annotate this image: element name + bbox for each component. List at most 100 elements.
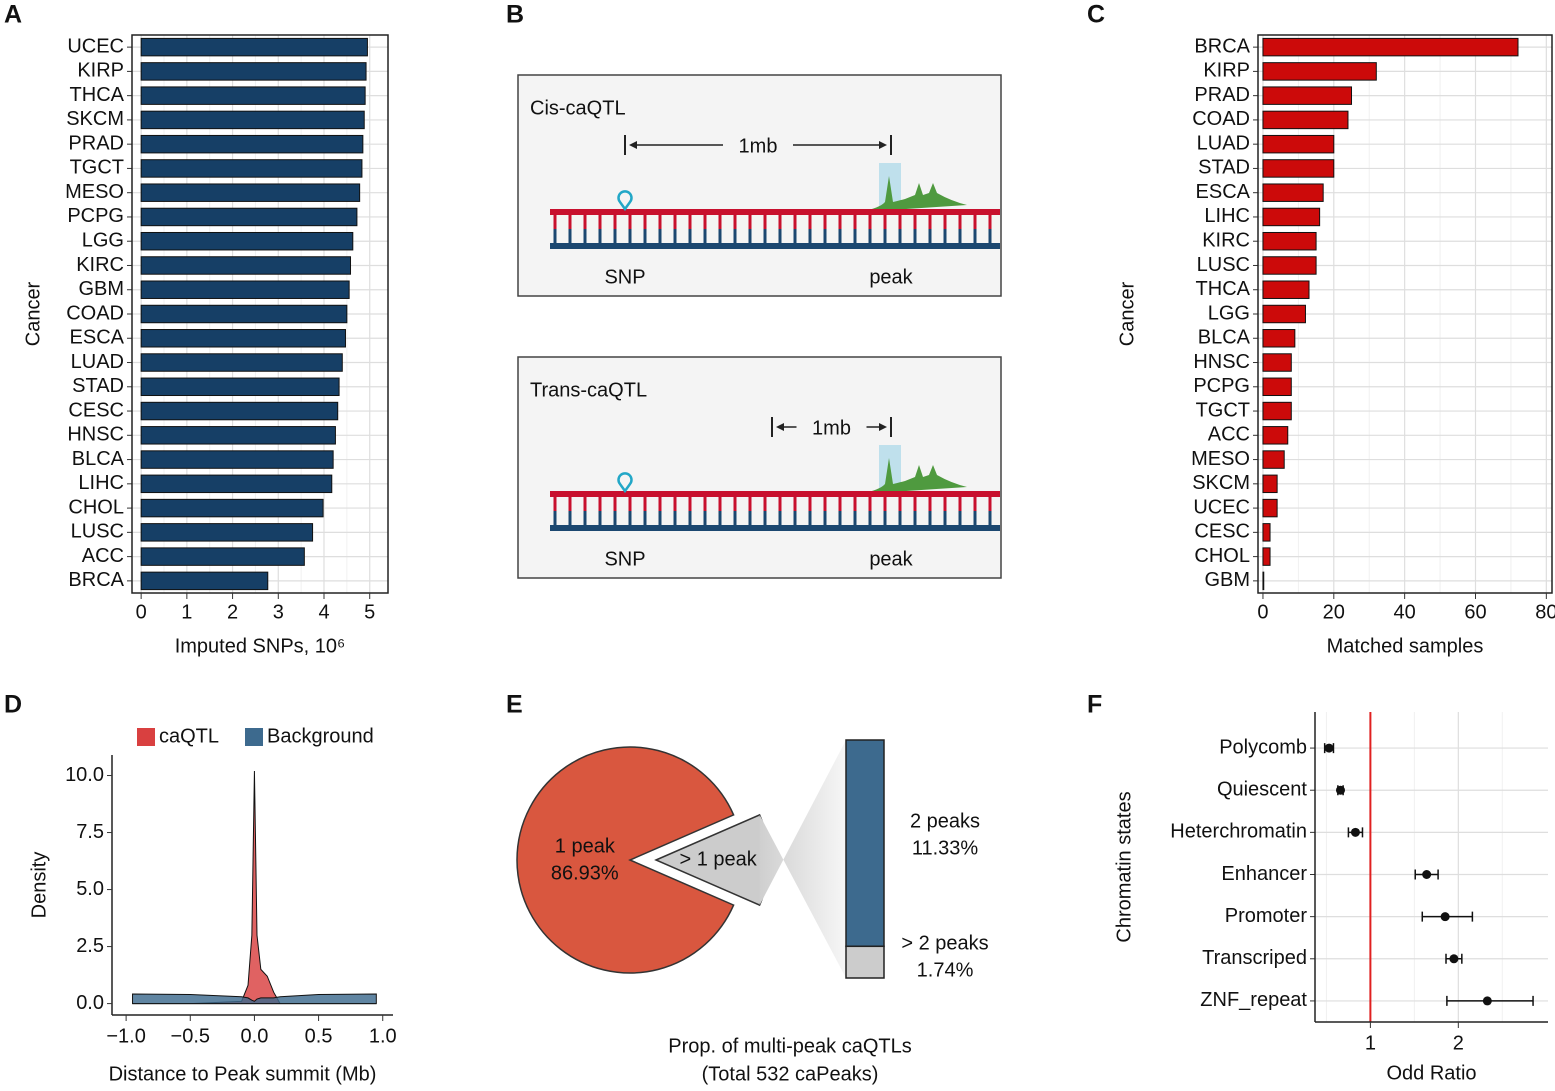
y-tick-label: 7.5	[76, 821, 104, 843]
bar	[1262, 62, 1377, 81]
bar	[1262, 304, 1306, 324]
point	[1335, 785, 1345, 795]
y-tick-label: TGCT	[1196, 399, 1250, 421]
x-tick-label: 3	[273, 601, 284, 623]
bar	[140, 110, 365, 130]
y-tick-label: ZNF_repeat	[1200, 989, 1307, 1011]
bar	[140, 474, 333, 494]
y-tick-label: ESCA	[1196, 181, 1251, 203]
y-tick-label: PCPG	[67, 205, 124, 227]
legend-swatch	[137, 728, 155, 746]
y-tick-label: LIHC	[1204, 205, 1250, 227]
x-tick-label: 2	[227, 601, 238, 623]
slice-label: 1 peak	[555, 835, 616, 857]
x-tick-label: 40	[1394, 601, 1416, 623]
y-tick-label: MESO	[65, 181, 124, 203]
x-tick-label: 1.0	[369, 1025, 397, 1047]
bar	[1262, 426, 1289, 445]
panel-label: C	[1087, 1, 1105, 29]
diagram-box	[517, 356, 1002, 579]
x-tick-label: −0.5	[171, 1025, 210, 1047]
bar	[1262, 571, 1265, 591]
x-tick-label: 60	[1464, 601, 1486, 623]
panel-label: A	[4, 1, 22, 29]
bar	[140, 207, 358, 227]
y-tick-label: LGG	[82, 229, 124, 251]
bar	[1262, 353, 1292, 372]
bar	[140, 231, 354, 251]
y-tick-label: TGCT	[70, 157, 124, 179]
connector	[759, 740, 846, 978]
x-tick-label: 4	[318, 601, 329, 623]
bar	[140, 280, 350, 299]
snp-label: SNP	[604, 266, 645, 288]
bar	[140, 523, 314, 542]
y-tick-label: LUSC	[71, 521, 124, 543]
y-tick-label: Enhancer	[1221, 863, 1307, 885]
y-tick-label: COAD	[1192, 108, 1250, 130]
bar	[140, 86, 366, 105]
stack-segment	[845, 739, 885, 948]
bar	[140, 37, 368, 57]
density-area	[132, 770, 377, 1005]
bar	[140, 62, 367, 81]
peak-label: peak	[869, 548, 913, 570]
bar	[140, 426, 336, 445]
panel-label: E	[506, 691, 523, 719]
panel-label: B	[506, 1, 524, 29]
y-tick-label: 5.0	[76, 878, 104, 900]
x-tick-label: 1	[1365, 1032, 1376, 1054]
bar	[1262, 498, 1278, 518]
point	[1440, 912, 1450, 922]
x-tick-label: 80	[1535, 601, 1555, 623]
x-axis-title: Imputed SNPs, 10⁶	[175, 635, 346, 657]
x-axis-title: Odd Ratio	[1386, 1062, 1476, 1084]
bar	[1262, 329, 1296, 348]
y-tick-label: 10.0	[65, 764, 104, 786]
y-tick-label: UCEC	[1193, 496, 1250, 518]
y-tick-label: THCA	[1196, 278, 1251, 300]
y-tick-label: STAD	[72, 375, 124, 397]
stack-segment	[845, 945, 885, 979]
y-tick-label: LUAD	[1197, 132, 1250, 154]
y-tick-label: KIRP	[1203, 60, 1250, 82]
bar	[1262, 134, 1335, 154]
y-tick-label: CESC	[1194, 521, 1250, 543]
peak-signal	[860, 458, 967, 494]
y-tick-label: LUAD	[71, 351, 124, 373]
y-tick-label: LIHC	[78, 472, 124, 494]
x-tick-label: 2	[1453, 1032, 1464, 1054]
y-tick-label: SKCM	[66, 108, 124, 130]
pie-slice	[516, 746, 735, 974]
y-tick-label: UCEC	[67, 35, 124, 57]
x-tick-label: 0.5	[305, 1025, 333, 1047]
legend-label: Background	[267, 725, 374, 747]
y-tick-label: THCA	[70, 84, 125, 106]
bar	[140, 183, 361, 202]
peak-label: peak	[869, 266, 913, 288]
y-tick-label: Transcriped	[1202, 947, 1307, 969]
bar	[140, 329, 346, 348]
bar	[140, 450, 334, 469]
y-tick-label: MESO	[1191, 448, 1250, 470]
bar	[1262, 207, 1321, 227]
segment-value: 11.33%	[912, 837, 979, 859]
y-tick-label: CESC	[68, 399, 124, 421]
y-axis-title: Chromatin states	[1113, 791, 1135, 942]
bar	[1262, 523, 1271, 542]
y-tick-label: CHOL	[68, 496, 124, 518]
y-tick-label: Quiescent	[1217, 778, 1307, 800]
bar	[140, 377, 340, 397]
arrow-head	[879, 423, 887, 431]
bar	[140, 498, 324, 518]
diagram: Cis-caQTL 1mb SNP peak Trans-caQTL 1mb SNP peak	[517, 74, 1002, 579]
bar	[1262, 37, 1519, 57]
x-tick-label: 20	[1323, 601, 1345, 623]
y-tick-label: 2.5	[76, 935, 104, 957]
y-tick-label: GBM	[78, 278, 124, 300]
y-tick-label: KIRC	[76, 254, 124, 276]
y-tick-label: PRAD	[1194, 84, 1250, 106]
caption: (Total 532 caPeaks)	[702, 1063, 879, 1085]
